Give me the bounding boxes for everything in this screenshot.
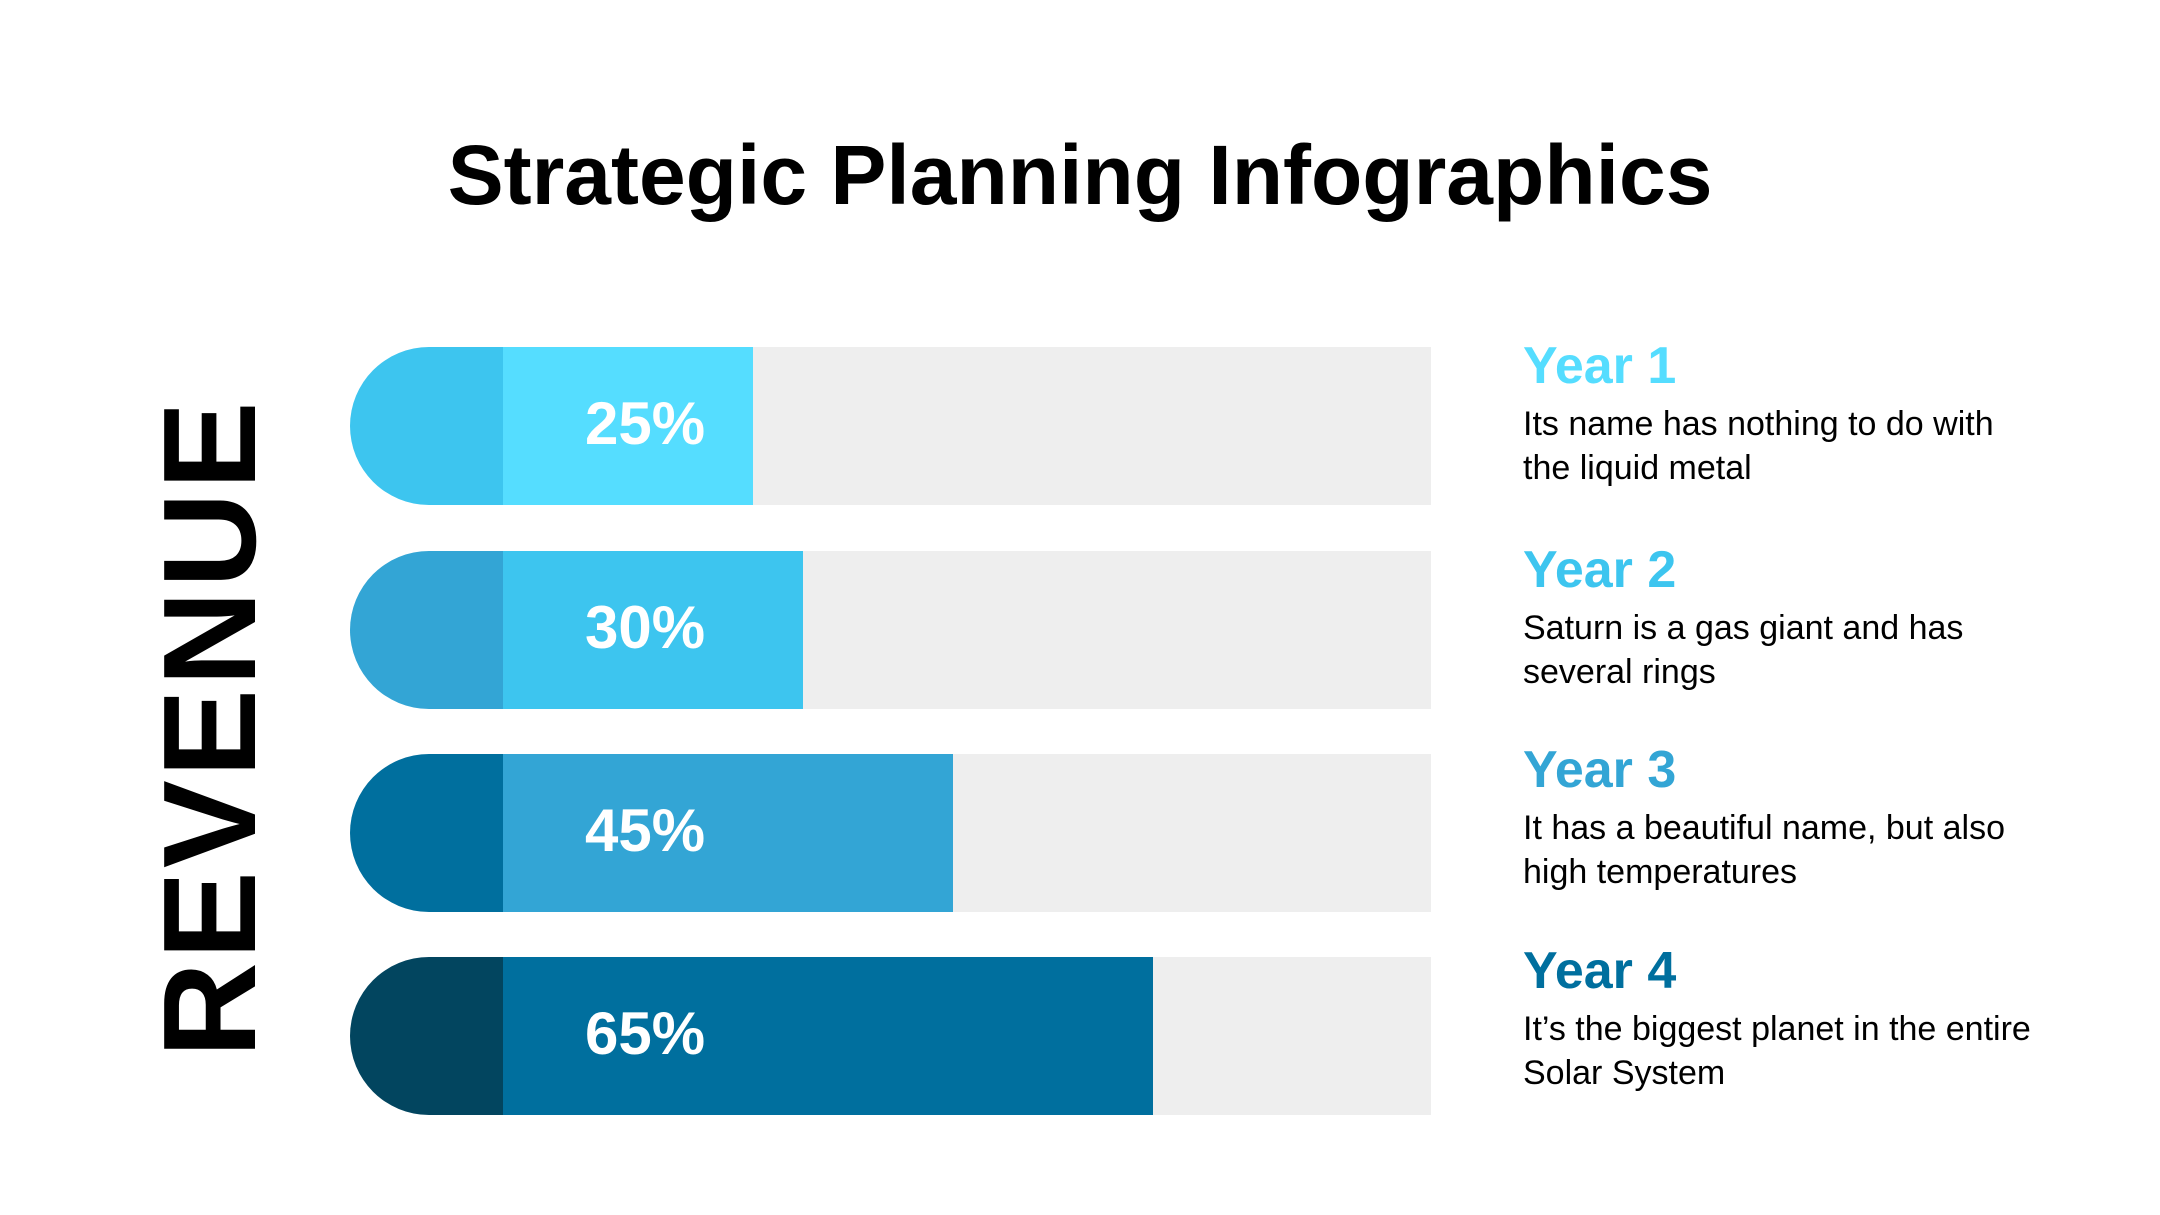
data-label-year-1: 25% — [585, 390, 705, 457]
legend-item-year-2: Year 2 Saturn is a gas giant and has sev… — [1523, 540, 2043, 694]
legend-year-label: Year 2 — [1523, 541, 1677, 599]
legend-year-label: Year 3 — [1523, 741, 1677, 799]
legend-description: It has a beautiful name, but also high t… — [1523, 809, 2005, 891]
bar-year-4 — [503, 957, 1153, 1115]
bar-year-2 — [503, 551, 803, 709]
legend-year-label: Year 1 — [1523, 337, 1677, 395]
legend-year-label: Year 4 — [1523, 942, 1677, 1000]
bar-year-3 — [503, 754, 953, 912]
data-label-year-2: 30% — [585, 594, 705, 661]
bar-cap-year-2 — [350, 551, 503, 709]
bar-cap-year-1 — [350, 347, 503, 505]
legend-item-year-1: Year 1 Its name has nothing to do with t… — [1523, 336, 2043, 490]
data-label-year-3: 45% — [585, 797, 705, 864]
legend-item-year-3: Year 3 It has a beautiful name, but also… — [1523, 740, 2043, 894]
legend-description: Its name has nothing to do with the liqu… — [1523, 405, 1994, 487]
legend-description: It’s the biggest planet in the entire So… — [1523, 1010, 2031, 1092]
legend-item-year-4: Year 4 It’s the biggest planet in the en… — [1523, 941, 2043, 1095]
page-title: Strategic Planning Infographics — [447, 128, 1713, 222]
legend-description: Saturn is a gas giant and has several ri… — [1523, 609, 1964, 691]
data-label-year-4: 65% — [585, 1000, 705, 1067]
bar-cap-year-3 — [350, 754, 503, 912]
bar-cap-year-4 — [350, 957, 503, 1115]
bar-year-1 — [503, 347, 753, 505]
